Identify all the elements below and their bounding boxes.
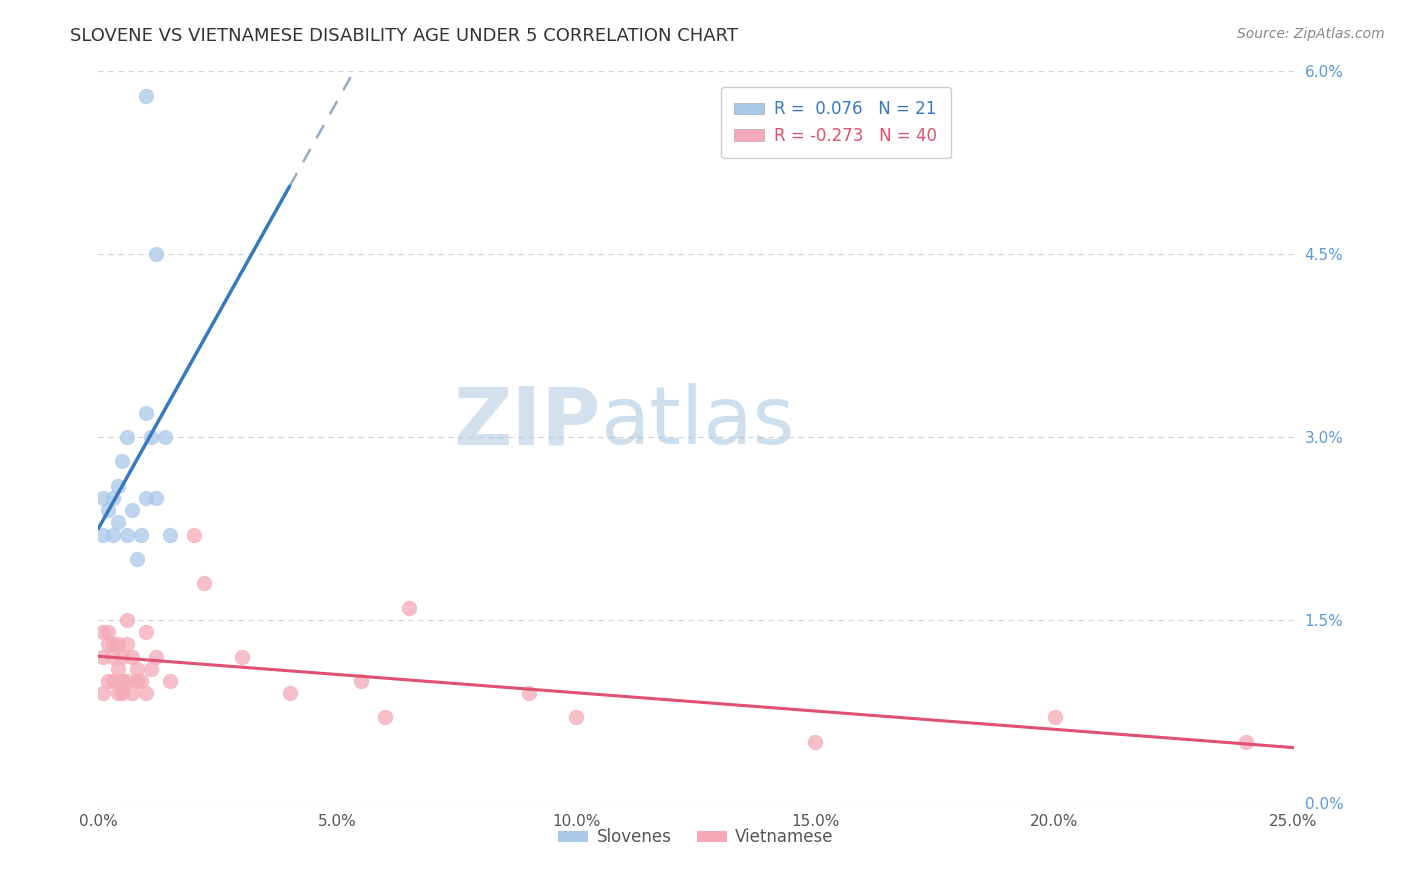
Vietnamese	[107, 686, 129, 700]
Vietnamese	[111, 686, 134, 700]
Vietnamese	[125, 662, 148, 676]
Vietnamese	[91, 649, 114, 664]
Vietnamese	[101, 673, 124, 688]
Slovenes	[91, 491, 114, 505]
Slovenes	[135, 88, 157, 103]
Vietnamese	[183, 527, 205, 541]
Vietnamese	[231, 649, 253, 664]
Slovenes	[135, 406, 157, 420]
Slovenes	[107, 479, 129, 493]
Slovenes	[155, 430, 177, 444]
Slovenes	[91, 527, 114, 541]
Vietnamese	[107, 637, 129, 651]
Text: Source: ZipAtlas.com: Source: ZipAtlas.com	[1237, 27, 1385, 41]
Vietnamese	[517, 686, 540, 700]
Vietnamese	[101, 649, 124, 664]
Slovenes	[135, 491, 157, 505]
Slovenes	[101, 527, 124, 541]
Vietnamese	[159, 673, 181, 688]
Slovenes	[121, 503, 143, 517]
Vietnamese	[97, 673, 120, 688]
Slovenes	[111, 454, 134, 468]
Vietnamese	[97, 625, 120, 640]
Vietnamese	[97, 637, 120, 651]
Slovenes	[131, 527, 153, 541]
Vietnamese	[91, 686, 114, 700]
Slovenes	[159, 527, 181, 541]
Vietnamese	[135, 686, 157, 700]
Vietnamese	[565, 710, 588, 724]
Slovenes	[145, 247, 167, 261]
Vietnamese	[111, 649, 134, 664]
Text: SLOVENE VS VIETNAMESE DISABILITY AGE UNDER 5 CORRELATION CHART: SLOVENE VS VIETNAMESE DISABILITY AGE UND…	[70, 27, 738, 45]
Vietnamese	[278, 686, 301, 700]
Vietnamese	[121, 686, 143, 700]
Vietnamese	[1234, 735, 1257, 749]
Vietnamese	[111, 673, 134, 688]
Vietnamese	[91, 625, 114, 640]
Vietnamese	[107, 662, 129, 676]
Vietnamese	[350, 673, 373, 688]
Vietnamese	[101, 637, 124, 651]
Legend: Slovenes, Vietnamese: Slovenes, Vietnamese	[551, 822, 841, 853]
Slovenes	[115, 527, 138, 541]
Slovenes	[145, 491, 167, 505]
Slovenes	[101, 491, 124, 505]
Vietnamese	[115, 673, 138, 688]
Vietnamese	[121, 649, 143, 664]
Vietnamese	[804, 735, 827, 749]
Slovenes	[125, 552, 148, 566]
Text: ZIP: ZIP	[453, 384, 600, 461]
Slovenes	[97, 503, 120, 517]
Slovenes	[139, 430, 162, 444]
Text: atlas: atlas	[600, 384, 794, 461]
Slovenes	[107, 516, 129, 530]
Vietnamese	[398, 600, 420, 615]
Vietnamese	[1043, 710, 1066, 724]
Vietnamese	[115, 613, 138, 627]
Vietnamese	[193, 576, 215, 591]
Vietnamese	[374, 710, 396, 724]
Vietnamese	[145, 649, 167, 664]
Slovenes	[115, 430, 138, 444]
Vietnamese	[135, 625, 157, 640]
Vietnamese	[125, 673, 148, 688]
Vietnamese	[131, 673, 153, 688]
Vietnamese	[139, 662, 162, 676]
Vietnamese	[115, 637, 138, 651]
